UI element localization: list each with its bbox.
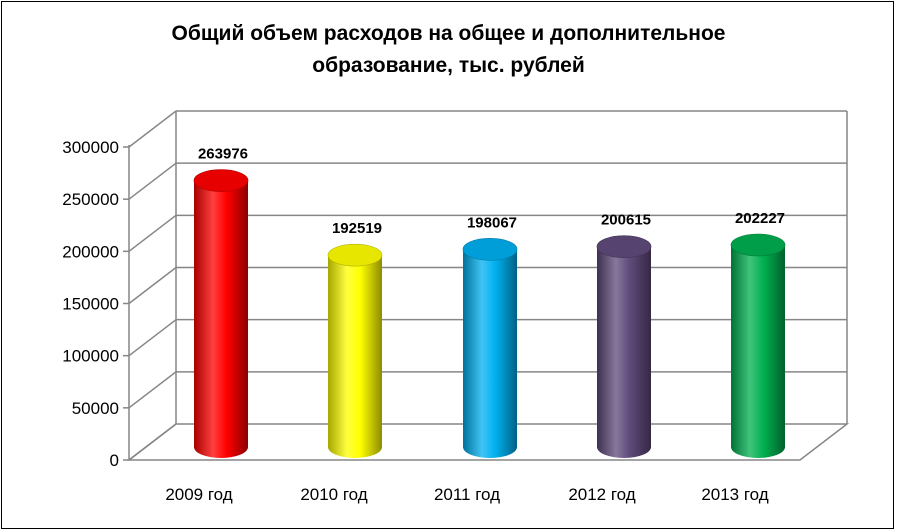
chart-title-line-1: Общий объем расходов на общее и дополнит… <box>171 22 726 45</box>
bar <box>463 249 517 458</box>
chart-title-line-2: образование, тыс. рублей <box>312 54 585 77</box>
bar-top-cap <box>327 243 383 267</box>
y-tick-label: 250000 <box>62 190 119 209</box>
x-category-label: 2010 год <box>300 485 367 504</box>
grid-connector <box>128 319 177 357</box>
y-tick-label: 300000 <box>62 138 119 157</box>
y-tick-label: 200000 <box>62 242 119 261</box>
grid-connector <box>128 214 177 252</box>
y-tick-label: 50000 <box>72 399 119 418</box>
data-label: 263976 <box>198 146 248 163</box>
x-category-label: 2009 год <box>165 485 232 504</box>
grid-connector <box>128 110 177 148</box>
data-label: 200615 <box>601 212 651 229</box>
y-tick-label: 0 <box>110 451 119 470</box>
x-category-label: 2011 год <box>434 485 500 504</box>
bar-top-cap <box>596 235 652 258</box>
x-category-label: 2012 год <box>568 485 635 504</box>
bar-top-cap <box>730 233 786 257</box>
bar-top-cap <box>462 238 518 261</box>
bar <box>194 180 248 459</box>
grid-connector <box>128 266 177 305</box>
data-label: 202227 <box>735 210 785 227</box>
x-category-label: 2013 год <box>701 485 768 504</box>
data-label: 198067 <box>467 214 517 231</box>
data-label: 192519 <box>332 220 382 237</box>
y-tick-label: 100000 <box>62 347 119 366</box>
bar-top-cap <box>193 169 249 192</box>
y-tick-label: 150000 <box>62 295 119 314</box>
bar <box>597 246 651 458</box>
bar <box>328 255 382 458</box>
chart-floor <box>126 423 850 461</box>
bar <box>731 245 785 458</box>
grid-connector <box>128 162 177 200</box>
grid-connector <box>128 371 177 409</box>
chart-title: Общий объем расходов на общее и дополнит… <box>0 18 897 82</box>
